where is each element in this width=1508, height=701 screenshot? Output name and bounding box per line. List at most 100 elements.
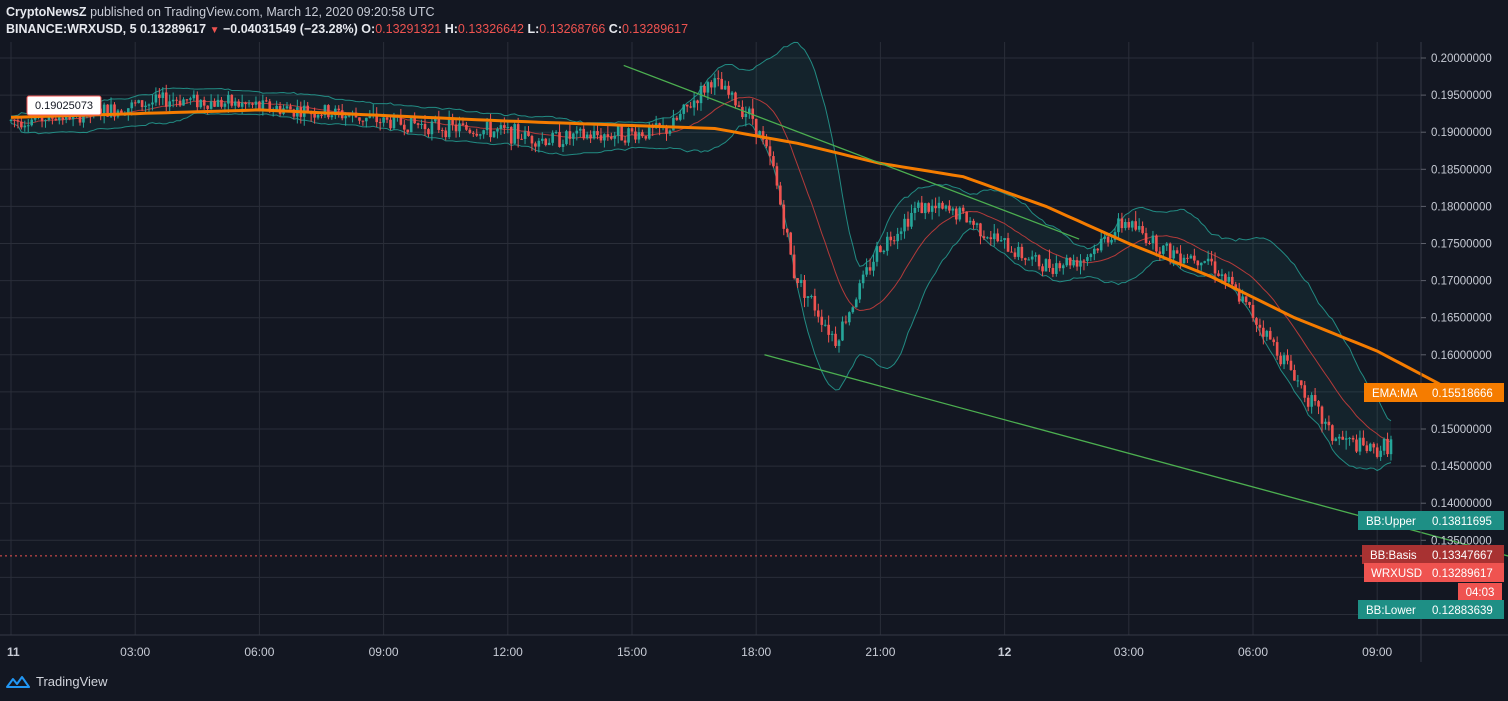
candle-body — [44, 119, 47, 121]
candle-body — [320, 114, 323, 116]
candle-body — [996, 233, 999, 242]
y-tick-label: 0.18500000 — [1431, 164, 1492, 176]
candle-body — [1224, 274, 1227, 282]
candle-body — [647, 125, 651, 139]
candle-body — [610, 136, 613, 139]
candle-body — [810, 295, 813, 297]
candle-body — [209, 101, 213, 109]
candle-body — [1162, 245, 1165, 254]
candle-body — [537, 140, 541, 147]
candle-body — [499, 125, 503, 129]
candle-body — [472, 132, 475, 134]
candle-body — [1355, 439, 1358, 452]
candlestick-series — [9, 70, 1393, 461]
candle-body — [1096, 248, 1100, 251]
candle-body — [616, 126, 620, 136]
trend-line[interactable] — [623, 64, 1080, 240]
candle-body — [1227, 276, 1231, 282]
candle-body — [33, 117, 37, 120]
candle-body — [13, 119, 16, 121]
candle-body — [1306, 397, 1310, 407]
ema-path — [10, 108, 1451, 391]
candle-body — [199, 99, 203, 108]
candle-body — [61, 117, 65, 120]
candle-body — [430, 121, 434, 135]
candle-body — [1382, 438, 1386, 451]
bb-lower-line — [10, 112, 1392, 472]
candle-body — [164, 92, 168, 107]
candle-body — [233, 101, 237, 106]
candle-body — [434, 117, 437, 122]
candle-body — [965, 211, 968, 223]
candle-body — [772, 156, 775, 167]
candle-body — [1065, 257, 1068, 266]
candle-body — [834, 333, 837, 346]
candle-body — [16, 120, 20, 122]
high-value: 0.13326642 — [457, 22, 524, 36]
candle-body — [337, 108, 341, 111]
candle-body — [955, 208, 958, 220]
candle-body — [1331, 425, 1334, 441]
candle-body — [1013, 252, 1017, 257]
candle-body — [1282, 355, 1286, 365]
candle-body — [823, 324, 827, 326]
candle-body — [961, 207, 965, 212]
candle-body — [171, 99, 175, 102]
candle-body — [1344, 438, 1348, 440]
candle-body — [1289, 360, 1293, 370]
candle-body — [313, 113, 316, 118]
candle-body — [1362, 437, 1365, 446]
candle-body — [240, 102, 244, 107]
candle-body — [1251, 304, 1255, 319]
candle-body — [944, 205, 948, 209]
tradingview-footer[interactable]: TradingView — [6, 674, 108, 689]
candle-body — [1117, 218, 1120, 233]
candle-body — [1358, 437, 1362, 452]
candle-body — [54, 118, 58, 121]
candle-body — [1268, 330, 1272, 340]
symbol-axis-label: WRXUSD 0.13289617 — [1364, 563, 1504, 582]
candle-body — [1189, 255, 1193, 259]
candle-body — [875, 246, 879, 262]
candle-body — [906, 218, 910, 227]
bb-lower-axis-value: 0.12883639 — [1432, 605, 1493, 617]
candle-body — [886, 236, 889, 251]
symbol-axis-name: WRXUSD — [1371, 568, 1422, 580]
candle-body — [665, 125, 668, 134]
x-tick-label: 06:00 — [1238, 645, 1268, 659]
x-tick-label: 15:00 — [617, 645, 647, 659]
candle-body — [492, 131, 496, 138]
candle-body — [413, 116, 416, 124]
candle-body — [830, 333, 834, 335]
candle-body — [237, 101, 240, 107]
candle-body — [1020, 246, 1024, 259]
candle-body — [1120, 218, 1124, 229]
candle-body — [541, 138, 544, 141]
candle-body — [516, 124, 520, 139]
candle-body — [1275, 342, 1279, 356]
candle-body — [1351, 437, 1355, 440]
candle-body — [692, 100, 696, 108]
candle-body — [582, 128, 585, 139]
candle-body — [1068, 257, 1072, 266]
candle-body — [1365, 445, 1369, 451]
published-text: published on TradingView.com, March 12, … — [90, 5, 435, 19]
change-text: −0.04031549 (−23.28%) — [222, 22, 358, 36]
candle-body — [627, 128, 630, 143]
candle-body — [975, 223, 979, 225]
candle-body — [140, 100, 144, 108]
candle-body — [765, 139, 768, 147]
candle-body — [785, 228, 789, 233]
candle-body — [854, 299, 858, 308]
candle-body — [20, 121, 23, 128]
candle-body — [868, 267, 872, 271]
candle-body — [158, 94, 161, 98]
candle-body — [1127, 222, 1131, 228]
y-tick-label: 0.17500000 — [1431, 239, 1492, 251]
candle-body — [892, 240, 896, 242]
candle-body — [613, 135, 617, 139]
candle-body — [792, 254, 796, 279]
candle-body — [196, 94, 199, 108]
candle-body — [1231, 276, 1234, 285]
